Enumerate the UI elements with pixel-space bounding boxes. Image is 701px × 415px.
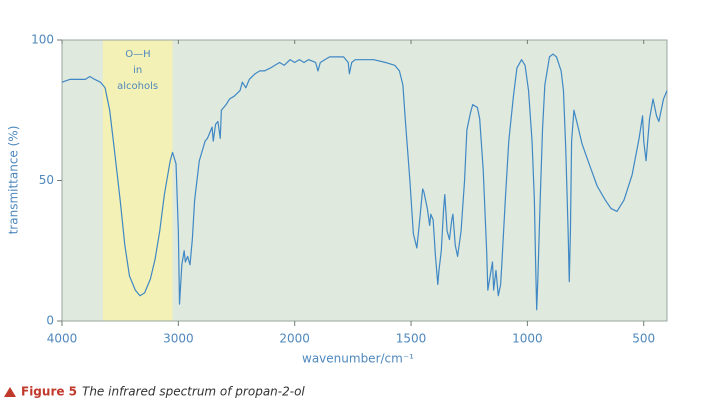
spectrum-line <box>61 53 668 311</box>
y-tick-label: 50 <box>39 173 54 187</box>
caption-text: The infrared spectrum of propan-2-ol <box>82 385 305 399</box>
x-tick-label: 1000 <box>512 332 543 346</box>
y-axis-label: transmittance (%) <box>7 126 21 235</box>
x-tick-label: 4000 <box>47 332 78 346</box>
annotation: alcohols <box>117 81 158 92</box>
x-tick-label: 3000 <box>163 332 194 346</box>
x-tick-label: 1500 <box>396 332 427 346</box>
y-tick-label: 100 <box>31 33 54 47</box>
caption-label: Figure 5 <box>21 385 77 399</box>
annotation: O—H <box>125 49 150 60</box>
caption-marker <box>4 387 16 397</box>
x-tick-label: 500 <box>632 332 655 346</box>
x-axis-label: wavenumber/cm⁻¹ <box>302 352 414 366</box>
annotation: in <box>133 65 142 76</box>
x-tick-label: 2000 <box>279 332 310 346</box>
y-tick-label: 0 <box>46 314 54 328</box>
highlight-band <box>102 40 173 321</box>
